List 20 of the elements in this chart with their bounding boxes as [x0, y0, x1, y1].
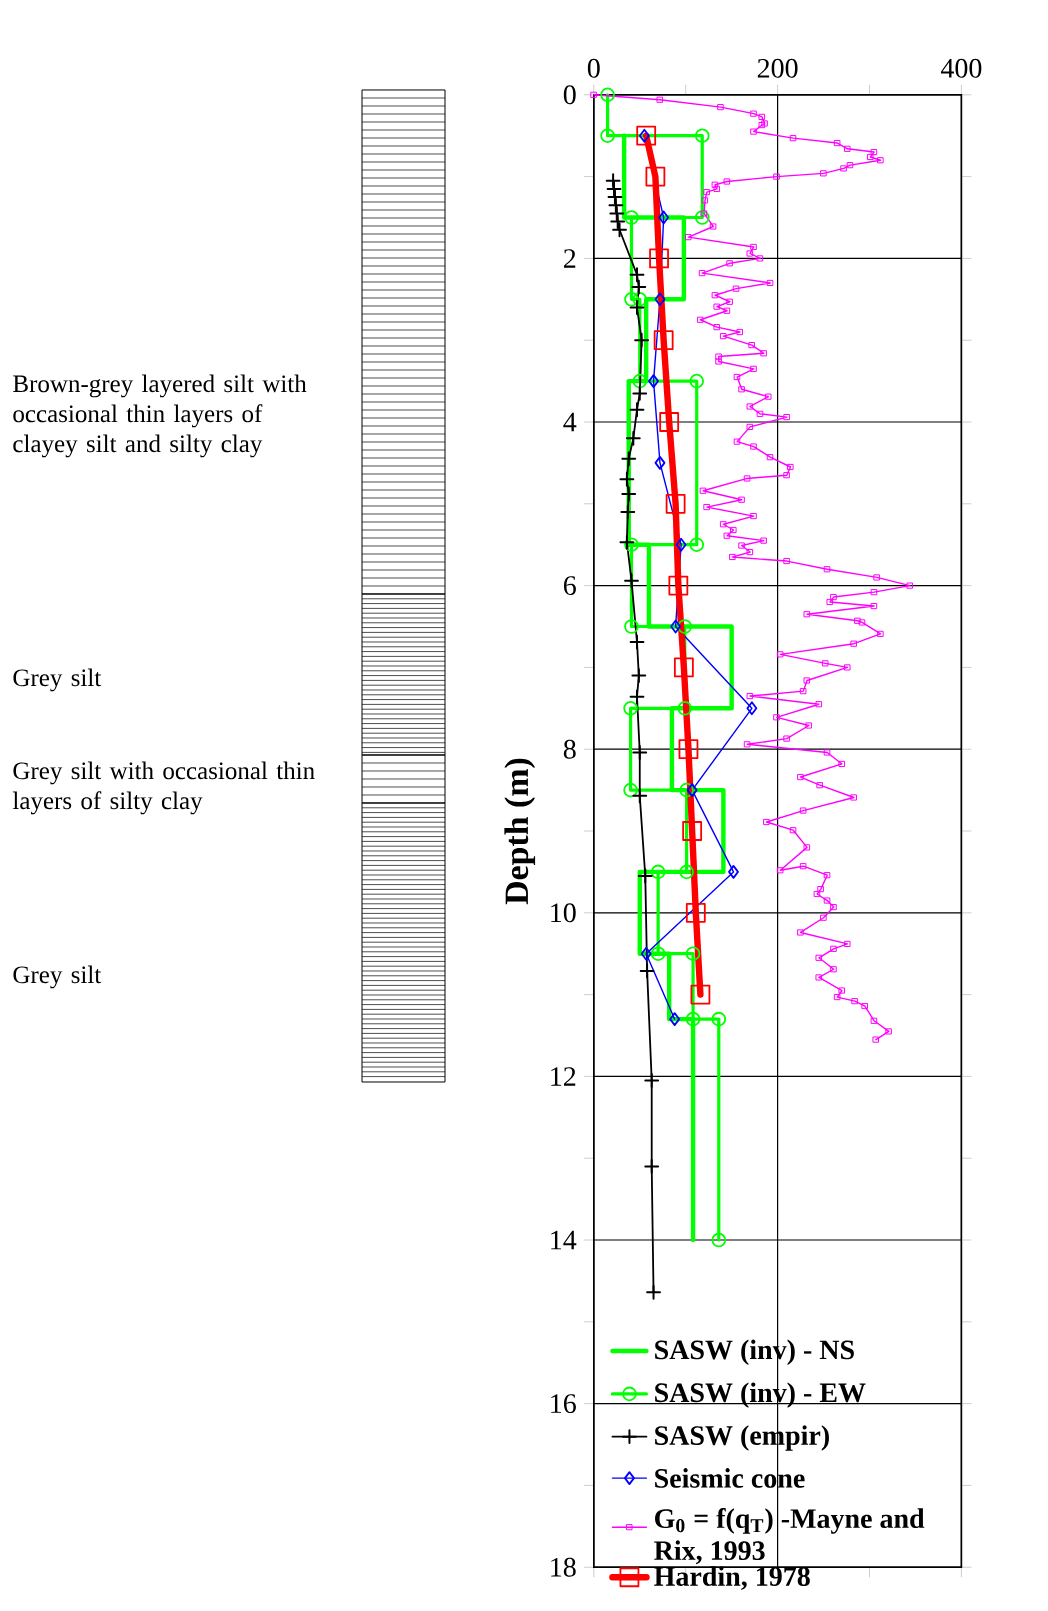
legend-label: Hardin, 1978 [654, 1566, 810, 1591]
y-axis-title: Depth (m) [504, 758, 536, 905]
x-tick-label: 400 [940, 58, 982, 78]
y-tick-label: 4 [563, 412, 577, 432]
y-tick-label: 2 [563, 249, 576, 268]
text: Brown-grey layered silt with occasional thin layers of clayey silt and silty clay [13, 374, 307, 458]
y-tick-label: 6 [563, 576, 576, 596]
x-tick-label: 0 [587, 58, 600, 78]
text: Grey silt with occasional thin layers of silty clay [12, 761, 315, 815]
y-tick-label: 18 [551, 1557, 576, 1577]
text: Grey silt [13, 965, 102, 989]
legend-label: G$_{0}$ = f(q$_{T}$) -Mayne and Rix, 1993 [654, 1508, 925, 1565]
y-tick-label: 14 [551, 1230, 577, 1250]
text: Grey silt [13, 668, 102, 692]
y-tick-label: 10 [551, 903, 576, 923]
y-tick-label: 12 [551, 1067, 576, 1086]
x-tick-label: 200 [757, 58, 798, 78]
y-tick-label: 0 [563, 85, 576, 105]
y-tick-label: 8 [563, 739, 576, 759]
y-tick-label: 16 [551, 1394, 576, 1414]
